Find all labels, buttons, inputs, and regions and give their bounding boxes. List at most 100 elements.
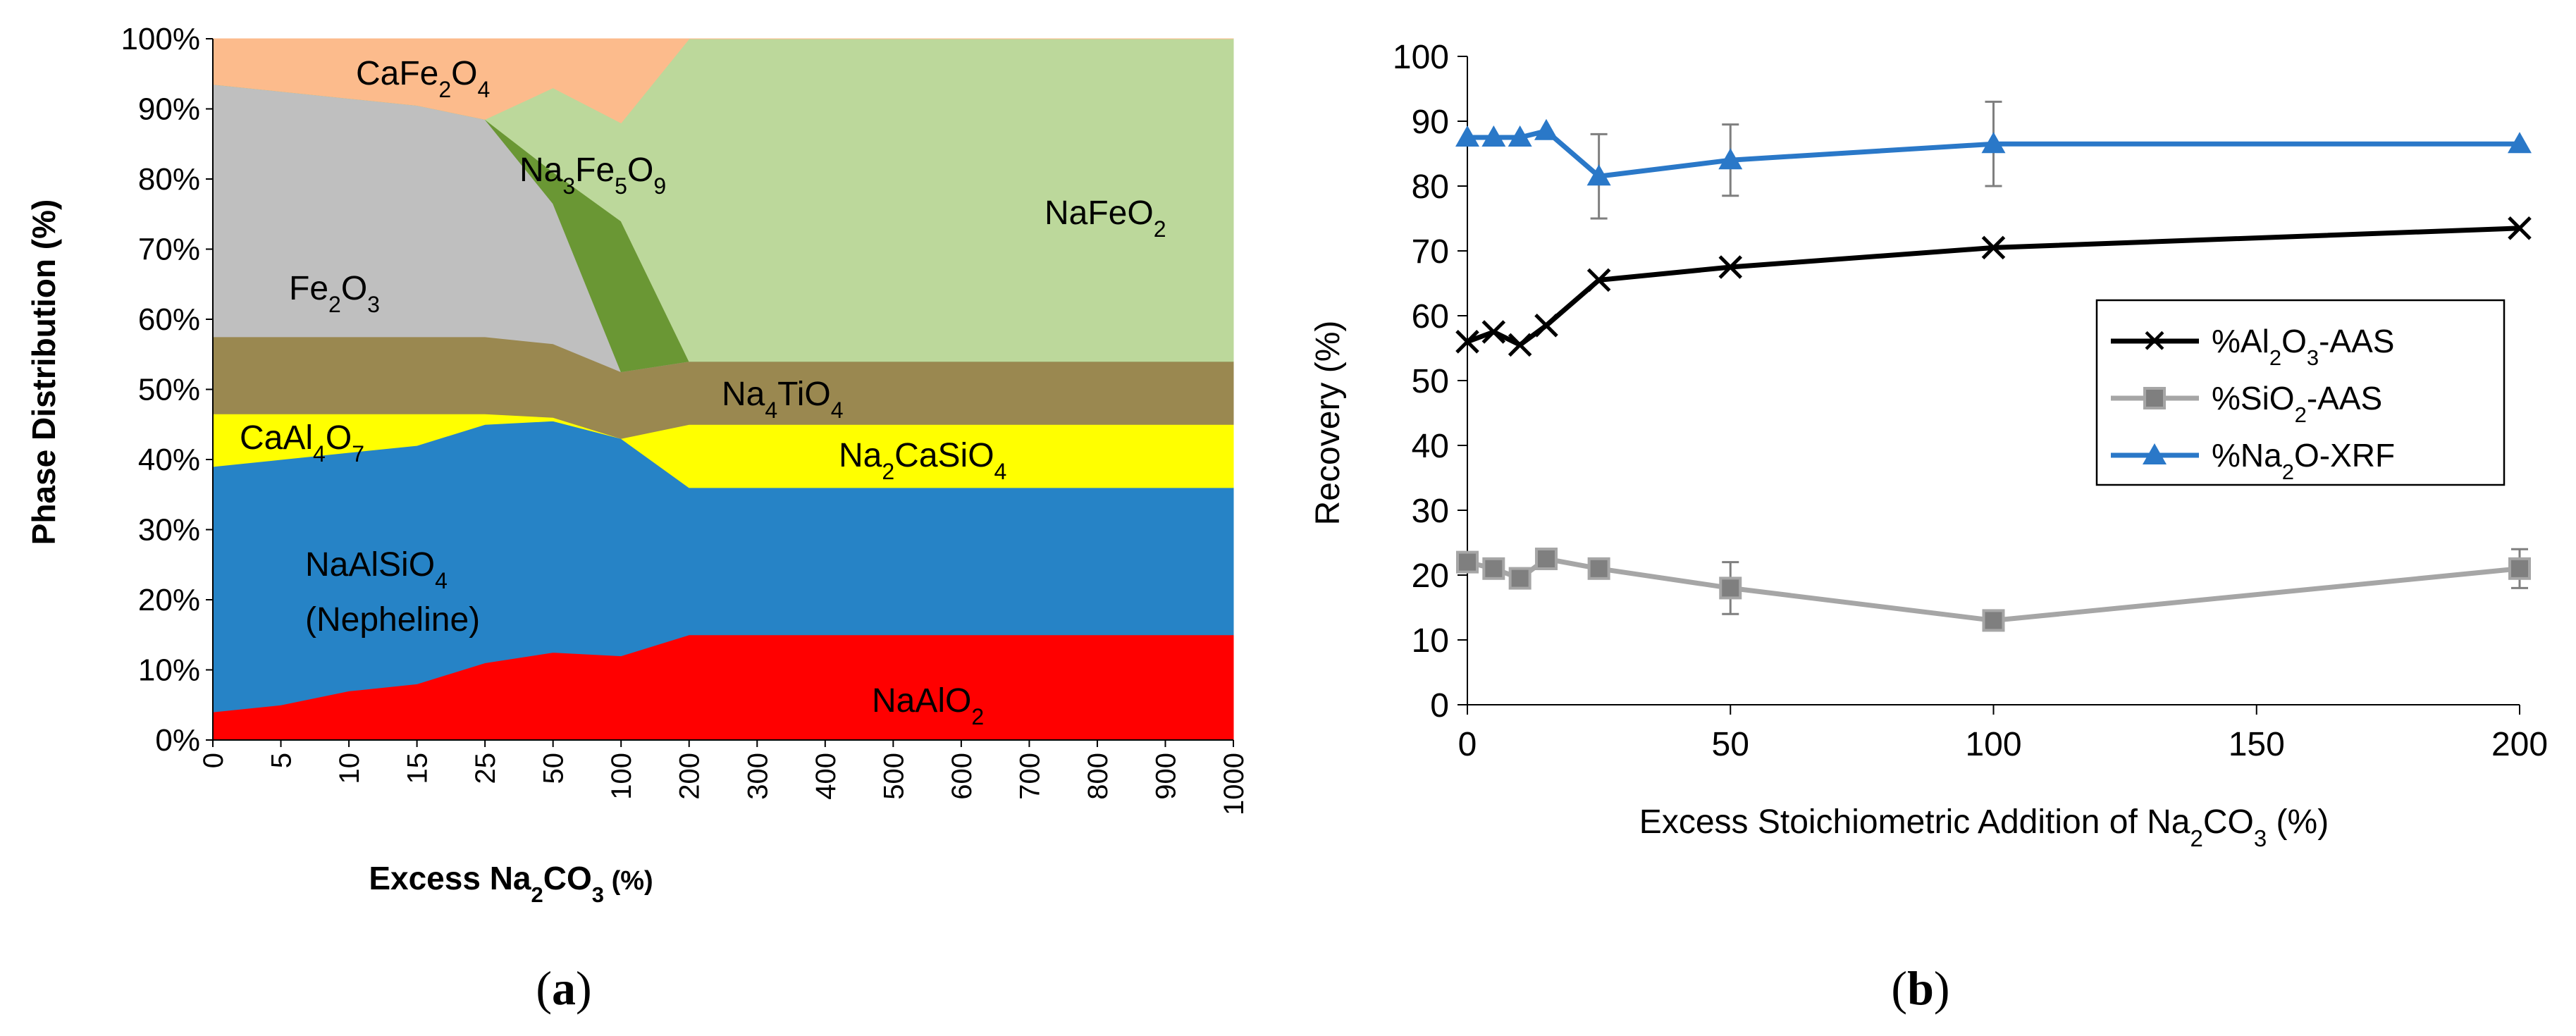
data-point-x-marker <box>1718 255 1743 279</box>
panel-a-areas <box>212 38 1234 741</box>
panel-a-y-tick-label: 0% <box>155 723 200 758</box>
panel-a-axes: 0% 10% 20% 30% 40% 50% 60% 70% 80% 90% 100% 0 5 10 15 2… <box>121 22 1250 815</box>
label-naalsio4: NaAlSiO4 <box>305 546 448 593</box>
data-point-square-marker <box>1719 576 1742 600</box>
legend-label-na2o: %Na2O-XRF <box>2212 437 2395 484</box>
data-point-triangle-marker <box>1981 132 2006 154</box>
data-point-square-marker <box>1982 609 2005 632</box>
data-point-x-marker <box>1455 330 1479 354</box>
label-na3fe5o9: Na3Fe5O9 <box>519 152 666 199</box>
data-point-x-marker <box>1586 268 1611 292</box>
panel-a-y-tick-label: 60% <box>138 302 200 337</box>
panel-a-y-tick-label: 90% <box>138 92 200 127</box>
panel-a-y-tick-label: 100% <box>121 22 200 56</box>
label-na4tio4: Na4TiO4 <box>722 376 844 423</box>
panel-a-x-tick-label: 15 <box>402 753 433 784</box>
data-point-x-marker <box>1534 314 1558 338</box>
panel-b-y-tick-label: 70 <box>1412 233 1449 271</box>
area-series-8 <box>212 38 1233 124</box>
legend-label-al2o3: %Al2O3-AAS <box>2212 323 2394 370</box>
legend-square-marker-icon <box>2143 387 2166 409</box>
panel-b-chart: 0 10 20 30 40 50 60 70 80 90 100 0 50 100 150 200 ✕ %Al… <box>1309 39 2548 1015</box>
panel-a-x-tick-label: 0 <box>198 753 229 768</box>
panel-a-x-tick-label: 600 <box>947 753 978 800</box>
panel-b-y-tick-label: 80 <box>1412 168 1449 206</box>
panel-b-caption: (b) <box>1891 961 1949 1015</box>
data-point-x-marker <box>2508 216 2532 240</box>
panel-b-x-tick-label: 50 <box>1712 726 1749 763</box>
panel-a-chart: 0% 10% 20% 30% 40% 50% 60% 70% 80% 90% 100% 0 5 10 15 2… <box>25 22 1250 1015</box>
panel-b-legend: ✕ %Al2O3-AAS %SiO2-AAS %Na2O-XRF <box>2095 299 2506 486</box>
data-point-square-marker <box>1534 548 1558 570</box>
data-point-square-marker <box>2508 557 2531 580</box>
data-point-square-marker <box>1587 557 1610 580</box>
panel-a-x-tick-label: 300 <box>742 753 773 800</box>
data-point-triangle-marker <box>1455 125 1479 147</box>
panel-a-y-axis-title: Phase Distribution (%) <box>25 199 62 545</box>
panel-a-x-tick-label: 800 <box>1083 753 1114 800</box>
panel-b-y-tick-label: 20 <box>1412 557 1449 595</box>
data-point-square-marker <box>1482 557 1505 580</box>
panel-a-y-tick-label: 40% <box>138 443 200 477</box>
label-naalo2: NaAlO2 <box>872 682 984 729</box>
panel-a-y-tick-label: 70% <box>138 233 200 267</box>
panel-a-x-tick-label: 25 <box>470 753 501 784</box>
data-point-triangle-marker <box>1508 125 1532 147</box>
panel-a-y-tick-label: 80% <box>138 162 200 197</box>
panel-a-x-axis-title: Excess Na2CO3 (%) <box>369 860 653 907</box>
panel-a-x-tick-label: 5 <box>266 753 297 768</box>
label-fe2o3: Fe2O3 <box>289 270 380 317</box>
series-1 <box>1456 548 2531 632</box>
panel-b-y-tick-label: 60 <box>1412 298 1449 335</box>
panel-b-y-tick-label: 30 <box>1412 493 1449 530</box>
panel-b-x-axis-title: Excess Stoichiometric Addition of Na2CO3… <box>1639 803 2329 851</box>
panel-b-y-tick-label: 50 <box>1412 363 1449 400</box>
data-point-x-marker <box>1981 235 2006 260</box>
series-0 <box>1455 216 2532 357</box>
panel-a-y-tick-label: 30% <box>138 513 200 548</box>
panel-a-x-tick-label: 10 <box>334 753 365 784</box>
panel-a-y-tick-label: 10% <box>138 653 200 688</box>
data-point-triangle-marker <box>1481 125 1506 147</box>
panel-b-y-tick-label: 90 <box>1412 104 1449 141</box>
panel-b-y-tick-label: 10 <box>1412 622 1449 660</box>
panel-a-x-tick-label: 100 <box>606 753 637 800</box>
panel-b-series <box>1455 100 2532 632</box>
label-nepheline: (Nepheline) <box>305 601 480 639</box>
label-nafeo2: NaFeO2 <box>1044 195 1166 242</box>
panel-a-x-tick-label: 1000 <box>1219 753 1250 815</box>
panel-a-x-tick-label: 400 <box>811 753 842 800</box>
panel-a-y-tick-label: 20% <box>138 583 200 617</box>
series-2 <box>1455 100 2532 220</box>
panel-a-x-tick-label: 200 <box>674 753 705 800</box>
legend-triangle-marker-icon <box>2143 443 2167 464</box>
panel-a-x-tick-label: 900 <box>1150 753 1181 800</box>
panel-a-x-tick-label: 700 <box>1014 753 1045 800</box>
panel-b-x-tick-label: 100 <box>1965 726 2021 763</box>
data-point-triangle-marker <box>1718 148 1743 170</box>
panel-b-y-axis-title: Recovery (%) <box>1309 321 1347 526</box>
panel-b-x-tick-label: 0 <box>1458 726 1477 763</box>
data-point-x-marker <box>1481 320 1506 344</box>
legend-marker-x-icon: ✕ <box>2141 322 2169 360</box>
panel-b-y-tick-label: 100 <box>1393 39 1449 76</box>
panel-b-x-tick-label: 150 <box>2229 726 2285 763</box>
data-point-square-marker <box>1456 550 1479 574</box>
data-point-square-marker <box>1508 567 1532 590</box>
panel-a-x-tick-label: 500 <box>878 753 909 800</box>
data-point-triangle-marker <box>1586 164 1611 186</box>
panel-b-y-tick-label: 40 <box>1412 428 1449 465</box>
panel-a-x-tick-label: 50 <box>538 753 569 784</box>
panel-b-axes: 0 10 20 30 40 50 60 70 80 90 100 0 50 100 150 200 <box>1393 39 2548 763</box>
label-cafe2o4: CaFe2O4 <box>356 55 490 102</box>
label-caal4o7: CaAl4O7 <box>240 419 364 467</box>
label-na2casio4: Na2CaSiO4 <box>839 437 1006 484</box>
panel-a-y-tick-label: 50% <box>138 373 200 407</box>
data-point-triangle-marker <box>2508 132 2532 154</box>
panel-b-x-tick-label: 200 <box>2491 726 2548 763</box>
data-point-triangle-marker <box>1534 118 1558 140</box>
legend-label-sio2: %SiO2-AAS <box>2212 380 2382 427</box>
panel-b-y-tick-label: 0 <box>1430 687 1449 724</box>
panel-a-caption: (a) <box>536 961 591 1015</box>
